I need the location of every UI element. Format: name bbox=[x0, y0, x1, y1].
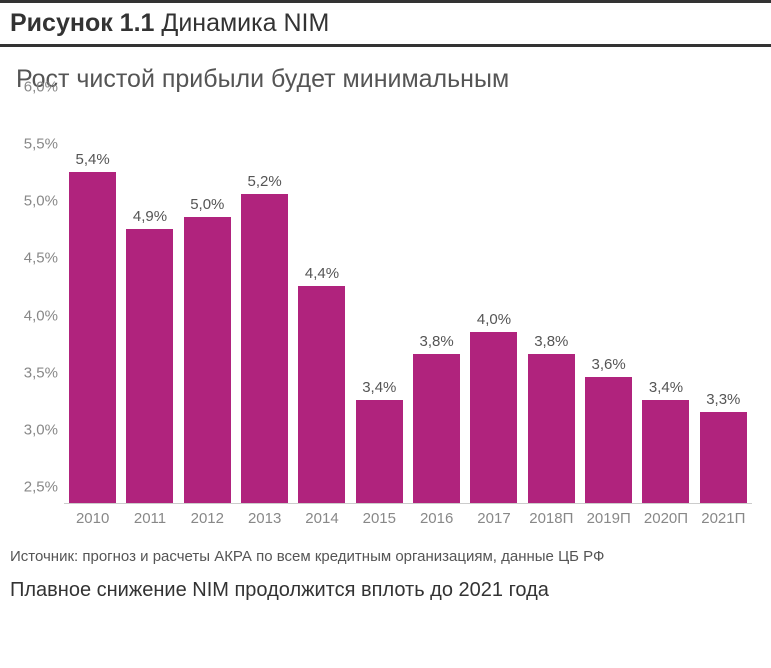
figure-label-bold: Рисунок 1.1 bbox=[10, 9, 154, 37]
bar-value-label: 4,4% bbox=[298, 265, 345, 282]
x-tick-label: 2019П bbox=[580, 510, 637, 527]
bar-value-label: 5,4% bbox=[69, 151, 116, 168]
y-tick-label: 5,5% bbox=[10, 136, 58, 153]
plot-area: 5,4%4,9%5,0%5,2%4,4%3,4%3,8%4,0%3,8%3,6%… bbox=[64, 104, 752, 504]
bar-rect bbox=[184, 217, 231, 503]
bar: 3,8% bbox=[413, 354, 460, 503]
bar: 3,6% bbox=[585, 377, 632, 503]
chart-caption: Плавное снижение NIM продолжится вплоть … bbox=[0, 565, 771, 602]
chart-source: Источник: прогноз и расчеты АКРА по всем… bbox=[0, 534, 771, 565]
bar-rect bbox=[298, 286, 345, 503]
bar-value-label: 3,3% bbox=[700, 391, 747, 408]
bar-rect bbox=[69, 172, 116, 503]
bar-value-label: 4,9% bbox=[126, 208, 173, 225]
y-tick-label: 6,0% bbox=[10, 79, 58, 96]
y-tick-label: 4,5% bbox=[10, 250, 58, 267]
x-tick-label: 2017 bbox=[465, 510, 522, 527]
x-tick-label: 2021П bbox=[695, 510, 752, 527]
bar-value-label: 3,8% bbox=[413, 333, 460, 350]
bar: 5,0% bbox=[184, 217, 231, 503]
y-tick-label: 3,5% bbox=[10, 364, 58, 381]
bar: 4,4% bbox=[298, 286, 345, 503]
bar-value-label: 5,2% bbox=[241, 173, 288, 190]
x-tick-label: 2016 bbox=[408, 510, 465, 527]
bar-value-label: 4,0% bbox=[470, 311, 517, 328]
x-tick-label: 2012 bbox=[179, 510, 236, 527]
y-tick-label: 3,0% bbox=[10, 421, 58, 438]
y-axis: 2,5%3,0%3,5%4,0%4,5%5,0%5,5%6,0% bbox=[10, 104, 60, 534]
bar-rect bbox=[241, 194, 288, 503]
bar: 5,2% bbox=[241, 194, 288, 503]
bar: 4,0% bbox=[470, 332, 517, 503]
bar-rect bbox=[126, 229, 173, 503]
bar-value-label: 3,6% bbox=[585, 356, 632, 373]
x-tick-label: 2020П bbox=[637, 510, 694, 527]
bar: 3,3% bbox=[700, 412, 747, 503]
bar: 3,4% bbox=[356, 400, 403, 503]
bar-rect bbox=[413, 354, 460, 503]
x-tick-label: 2014 bbox=[293, 510, 350, 527]
bar-rect bbox=[356, 400, 403, 503]
x-tick-label: 2011 bbox=[121, 510, 178, 527]
bar-rect bbox=[528, 354, 575, 503]
y-tick-label: 4,0% bbox=[10, 307, 58, 324]
bar-rect bbox=[642, 400, 689, 503]
bar: 5,4% bbox=[69, 172, 116, 503]
bar: 3,8% bbox=[528, 354, 575, 503]
x-axis: 201020112012201320142015201620172018П201… bbox=[64, 506, 752, 534]
bar-chart: 2,5%3,0%3,5%4,0%4,5%5,0%5,5%6,0% 5,4%4,9… bbox=[10, 104, 760, 534]
bar-rect bbox=[700, 412, 747, 503]
chart-title: Рост чистой прибыли будет минимальным bbox=[0, 47, 771, 104]
bar-value-label: 3,4% bbox=[642, 379, 689, 396]
x-tick-label: 2015 bbox=[351, 510, 408, 527]
bar-rect bbox=[470, 332, 517, 503]
bar-value-label: 5,0% bbox=[184, 196, 231, 213]
bar-value-label: 3,4% bbox=[356, 379, 403, 396]
figure-title: Рисунок 1.1 Динамика NIM bbox=[0, 0, 771, 47]
bar-rect bbox=[585, 377, 632, 503]
x-tick-label: 2010 bbox=[64, 510, 121, 527]
bar-value-label: 3,8% bbox=[528, 333, 575, 350]
x-tick-label: 2018П bbox=[523, 510, 580, 527]
y-tick-label: 2,5% bbox=[10, 479, 58, 496]
bar: 3,4% bbox=[642, 400, 689, 503]
y-tick-label: 5,0% bbox=[10, 193, 58, 210]
figure-label-rest: Динамика NIM bbox=[154, 9, 329, 37]
bar: 4,9% bbox=[126, 229, 173, 503]
x-tick-label: 2013 bbox=[236, 510, 293, 527]
